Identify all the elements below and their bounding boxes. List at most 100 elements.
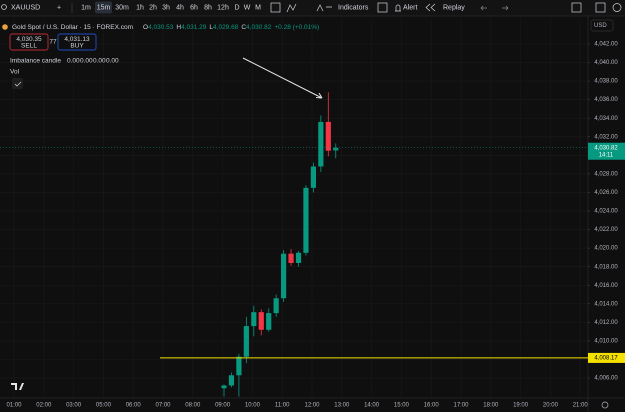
x-tick-label: 17:00 — [453, 403, 469, 409]
camera-icon[interactable] — [612, 3, 622, 12]
sell-label[interactable]: SELL — [21, 43, 37, 50]
interval-button[interactable]: 15m — [97, 4, 111, 11]
add-symbol[interactable]: + — [57, 4, 61, 11]
y-tick-label: 4,012.00 — [594, 320, 618, 326]
arrow-annotation — [242, 57, 323, 99]
interval-button[interactable]: W — [244, 4, 251, 11]
ohlc-key: H — [176, 24, 181, 31]
candle-body — [243, 326, 249, 357]
undo-icon[interactable] — [480, 5, 487, 11]
layout-menu-icon[interactable] — [571, 2, 582, 13]
candle-body — [266, 313, 272, 330]
interval-button[interactable]: 1h — [136, 4, 144, 11]
chart-type-icon[interactable] — [270, 2, 281, 13]
toolbar-bg — [0, 0, 625, 16]
spread: 77 — [49, 39, 57, 46]
x-tick-label: 12:00 — [304, 403, 320, 409]
interval-button[interactable]: 12h — [217, 4, 229, 11]
y-tick-label: 4,028.00 — [594, 171, 618, 177]
indicator-value: 0.00 — [106, 58, 119, 65]
intervals: 1m 15m 30m 1h 2h 3h 4h 6h 8h 12h D W M — [81, 4, 261, 11]
indicators-button[interactable]: Indicators — [338, 4, 369, 11]
buy-label[interactable]: BUY — [70, 43, 84, 50]
x-tick-label: 01:00 — [6, 403, 22, 409]
indicator-values: 0.00 0.00 0.00 0.00 — [67, 58, 119, 65]
ohlc-value: 4,030.53 — [148, 24, 174, 31]
x-tick-label: 06:00 — [126, 403, 142, 409]
ohlc-key: O — [143, 24, 148, 31]
candle-body — [251, 312, 257, 327]
x-tick-label: 03:00 — [66, 403, 82, 409]
alert-icon[interactable] — [395, 4, 401, 12]
symbol[interactable]: XAUUSD — [11, 4, 40, 11]
x-tick-label: 09:00 — [215, 403, 231, 409]
redo-icon[interactable] — [502, 5, 509, 11]
interval-button[interactable]: D — [234, 4, 239, 11]
fx-icon[interactable] — [316, 4, 332, 12]
ohlc-key: L — [209, 24, 213, 31]
interval-button[interactable]: 3h — [162, 4, 170, 11]
candle-body — [318, 121, 324, 167]
interval-button[interactable]: 4h — [176, 4, 184, 11]
y-tick-label: 4,018.00 — [594, 264, 618, 270]
x-tick-label: 15:00 — [394, 403, 410, 409]
replay-button[interactable]: Replay — [443, 4, 465, 11]
indicator-name[interactable]: Imbalance candle — [10, 58, 61, 65]
y-tick-label: 4,016.00 — [594, 283, 618, 289]
indicator-value: 0.00 — [80, 58, 93, 65]
x-tick-label: 14:00 — [364, 403, 380, 409]
x-tick-label: 21:00 — [573, 403, 589, 409]
alert-button[interactable]: Alert — [403, 4, 417, 11]
x-tick-label: 19:00 — [513, 403, 529, 409]
currency[interactable]: USD — [594, 23, 607, 29]
symbol-icon — [2, 24, 8, 30]
last-price-label: 4,030.82 — [594, 145, 618, 151]
interval-button[interactable]: 1m — [81, 4, 91, 11]
candle-body — [303, 187, 309, 253]
sell-button[interactable] — [9, 33, 49, 51]
layout-icon[interactable] — [377, 2, 388, 13]
search-icon[interactable] — [1, 4, 7, 10]
candle-body — [288, 253, 294, 263]
candle-body — [258, 312, 264, 330]
settings-icon[interactable] — [601, 401, 609, 409]
sell-price[interactable]: 4,030.35 — [16, 36, 42, 43]
fullscreen-icon[interactable] — [595, 2, 606, 13]
indicator-name[interactable]: Vol — [10, 69, 20, 76]
interval-button[interactable]: M — [255, 4, 261, 11]
currency-box[interactable] — [590, 19, 614, 32]
buy-button[interactable] — [57, 33, 97, 51]
x-tick-label: 11:00 — [275, 403, 290, 409]
indicator-toggle[interactable] — [12, 78, 23, 89]
candle-body — [236, 356, 242, 376]
y-tick-label: 4,022.00 — [594, 227, 618, 233]
y-tick-label: 4,036.00 — [594, 97, 618, 103]
y-tick-label: 4,038.00 — [594, 79, 618, 85]
y-tick-label: 4,020.00 — [594, 246, 618, 252]
y-tick-label: 4,026.00 — [594, 190, 618, 196]
candle-body — [221, 385, 227, 389]
interval-button[interactable]: 2h — [149, 4, 157, 11]
y-tick-label: 4,032.00 — [594, 134, 618, 140]
x-tick-label: 02:00 — [36, 403, 52, 409]
compare-icon[interactable] — [286, 3, 297, 13]
replay-icon[interactable] — [425, 3, 436, 12]
candle-body — [310, 166, 316, 188]
x-tick-label: 07:00 — [155, 403, 171, 409]
candle-body — [281, 253, 287, 299]
legend-title: Gold Spot / U.S. Dollar · 15 · FOREX.com — [12, 24, 133, 31]
x-tick-label: 05:00 — [96, 403, 112, 409]
interval-button[interactable]: 30m — [115, 4, 129, 11]
x-tick-label: 16:00 — [424, 403, 440, 409]
candle-body — [273, 298, 279, 314]
candles — [221, 92, 339, 397]
candle-body — [295, 252, 302, 263]
indicator-toggle-icon — [14, 81, 22, 87]
candle-body — [325, 121, 331, 151]
interval-button[interactable]: 6h — [190, 4, 198, 11]
y-tick-label: 4,034.00 — [594, 116, 618, 122]
interval-button[interactable]: 8h — [204, 4, 212, 11]
buy-price[interactable]: 4,031.13 — [64, 36, 90, 43]
